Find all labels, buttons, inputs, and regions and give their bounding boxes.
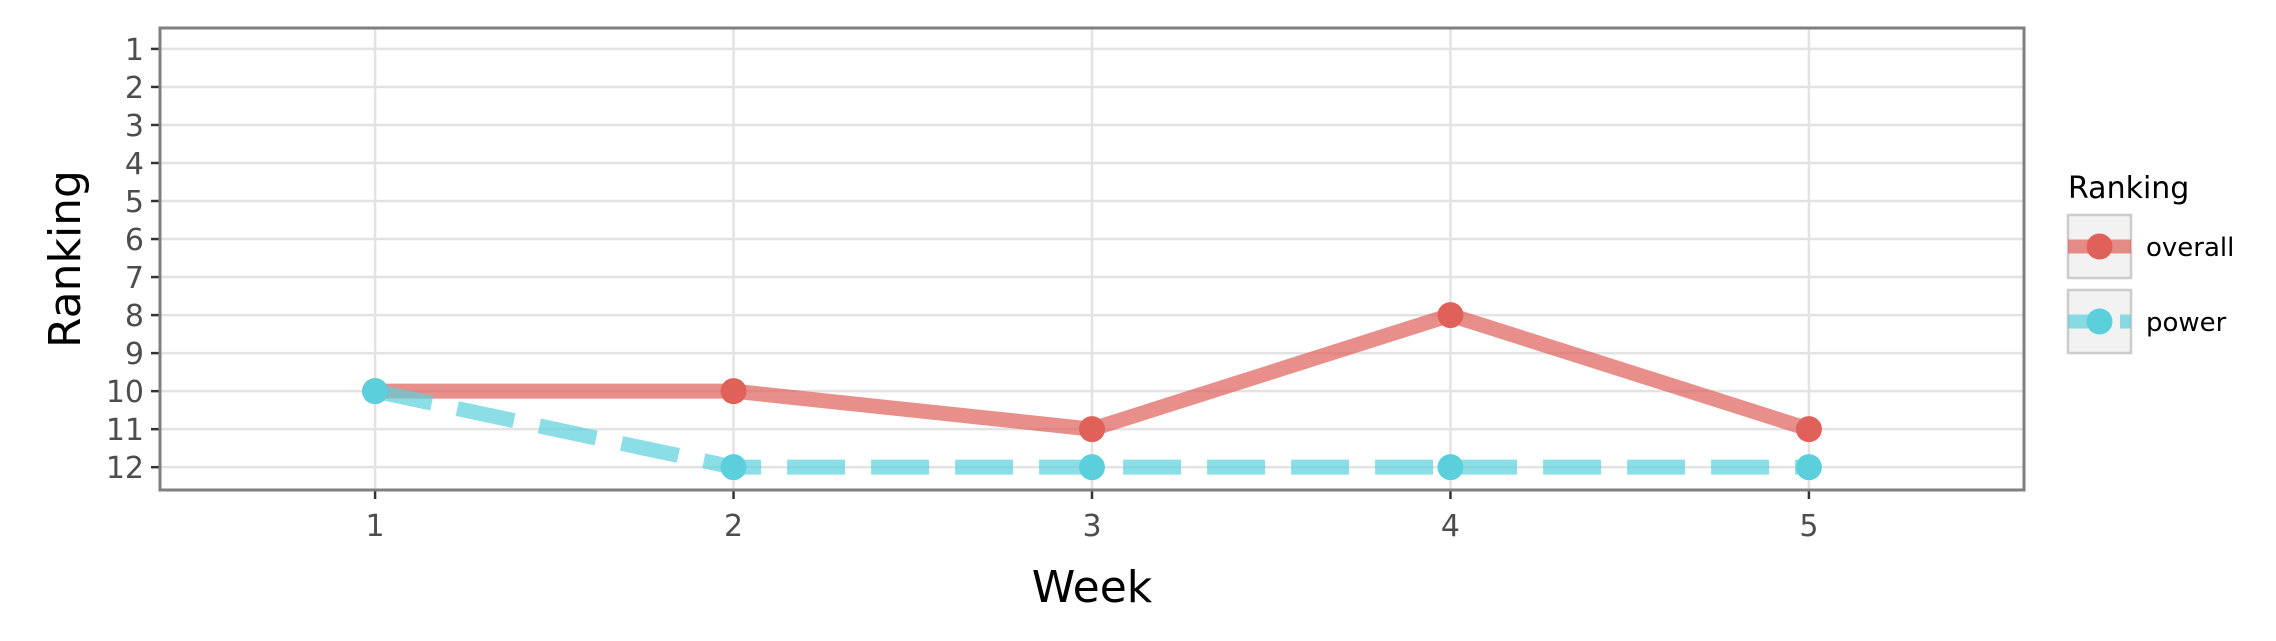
x-tick-label: 4	[1441, 509, 1460, 544]
data-points	[362, 302, 1822, 481]
point-overall	[1079, 416, 1105, 443]
point-overall	[1795, 416, 1822, 443]
x-axis-title: Week	[1032, 562, 1153, 613]
y-tick-label: 7	[125, 261, 144, 296]
legend-key-point	[2086, 233, 2113, 260]
y-tick-label: 9	[125, 337, 144, 372]
legend-key-point	[2086, 308, 2113, 335]
legend-title: Ranking	[2068, 171, 2189, 206]
point-power	[362, 378, 389, 405]
x-tick-label: 5	[1799, 509, 1818, 544]
y-tick-label: 3	[125, 109, 144, 144]
legend-label: power	[2146, 308, 2227, 338]
legend: Ranking overall power	[2066, 171, 2234, 355]
y-tick-label: 5	[125, 185, 144, 220]
point-power	[1795, 454, 1822, 481]
y-tick-label: 12	[106, 451, 144, 486]
point-power	[1437, 454, 1464, 481]
y-axis-title: Ranking	[40, 170, 91, 348]
y-tick-label: 2	[125, 71, 144, 106]
point-overall	[720, 378, 747, 405]
legend-label: overall	[2146, 233, 2234, 263]
y-tick-label: 11	[106, 413, 144, 448]
y-tick-label: 1	[125, 33, 144, 68]
legend-item-overall: overall	[2066, 213, 2234, 280]
x-tick-label: 2	[724, 509, 743, 544]
y-tick-label: 8	[125, 299, 144, 334]
legend-item-power: power	[2066, 288, 2227, 355]
y-tick-label: 10	[106, 375, 144, 410]
point-overall	[1437, 302, 1464, 329]
y-tick-label: 6	[125, 223, 144, 258]
y-tick-label: 4	[125, 147, 144, 182]
x-axis-ticks: 1 2 3 4 5	[366, 490, 1818, 544]
x-tick-label: 1	[366, 509, 385, 544]
x-tick-label: 3	[1082, 509, 1101, 544]
point-power	[720, 454, 747, 481]
point-power	[1079, 454, 1105, 481]
plot-panel-border	[158, 26, 2026, 492]
